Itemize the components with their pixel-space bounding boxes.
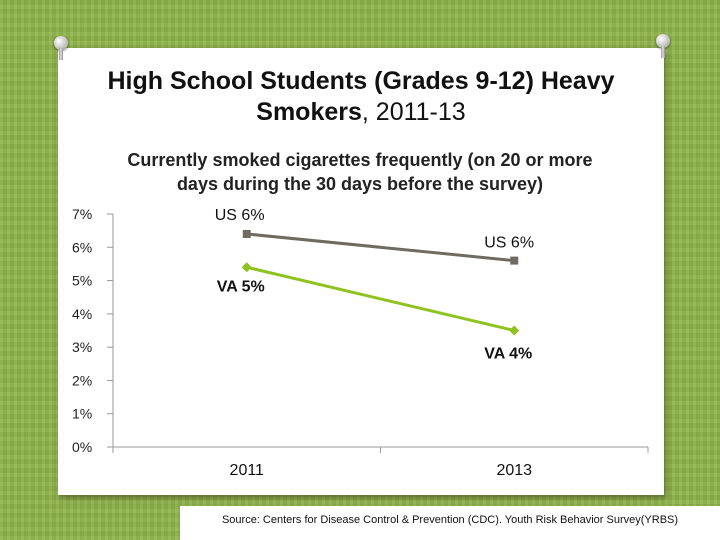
slide-title-suffix: , 2011-13 (361, 98, 466, 126)
y-tick-label: 7% (72, 206, 92, 222)
data-point-va (241, 262, 252, 273)
y-tick-label: 4% (72, 306, 92, 322)
slide-card (58, 48, 664, 495)
y-tick-label: 3% (72, 339, 92, 355)
y-tick-label: 1% (72, 406, 92, 422)
series-line-us (246, 232, 515, 263)
y-tick-label: 5% (72, 273, 92, 289)
source-note: Source: Centers for Disease Control & Pr… (180, 506, 720, 540)
data-label-us: US 6% (484, 235, 534, 252)
data-point-us (242, 229, 251, 238)
data-point-va (509, 325, 520, 336)
y-tick-label: 0% (72, 439, 92, 455)
data-label-us: US 6% (215, 207, 265, 224)
data-label-va: VA 4% (484, 346, 532, 363)
x-tick-label: 2011 (230, 462, 265, 479)
slide-title-main: High School Students (Grades 9-12) Heavy… (107, 67, 615, 126)
chart-subtitle: Currently smoked cigarettes frequently (… (127, 150, 593, 194)
pushpin-icon (656, 34, 670, 58)
slide-title: High School Students (Grades 9-12) Heavy… (58, 66, 664, 128)
data-label-va: VA 5% (217, 278, 265, 295)
y-tick-label: 2% (72, 372, 92, 388)
pushpin-icon (54, 36, 68, 60)
data-point-us (510, 256, 519, 265)
x-tick-label: 2013 (496, 462, 532, 479)
y-tick-label: 6% (72, 239, 92, 255)
series-line-va (246, 265, 515, 332)
